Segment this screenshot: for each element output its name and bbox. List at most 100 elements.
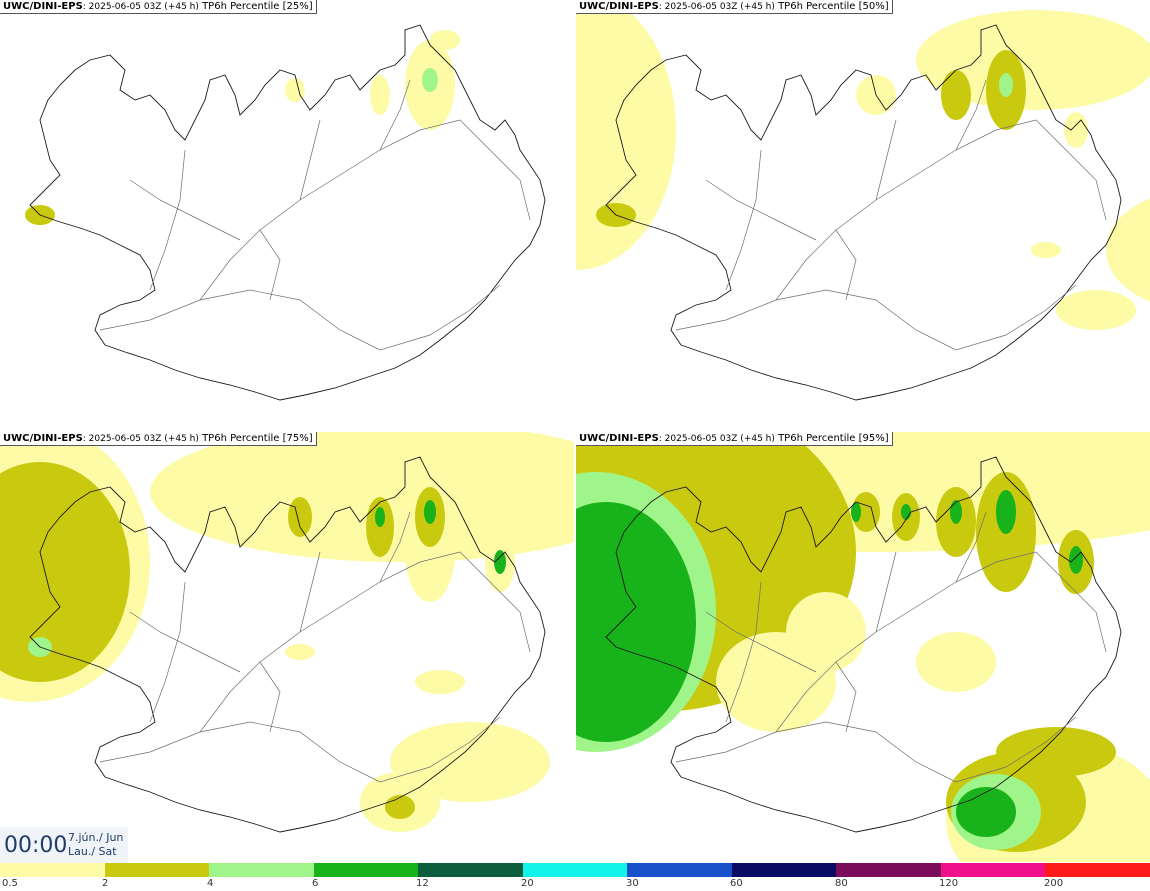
- legend-label: 30: [626, 878, 639, 889]
- parameter-label: TP6h Percentile [95%]: [774, 433, 889, 444]
- road-line: [199, 551, 461, 733]
- precip-map-p95: [576, 432, 1150, 862]
- precip-area: [1031, 242, 1061, 258]
- model-name: UWC/DINI-EPS: [3, 433, 83, 444]
- precip-area: [385, 795, 415, 819]
- precip-area: [285, 78, 305, 102]
- precip-area: [424, 500, 436, 524]
- precip-map-p75: [0, 432, 574, 833]
- precip-area: [576, 502, 696, 742]
- precip-area: [901, 504, 911, 520]
- precip-area: [390, 722, 550, 802]
- panel-title: UWC/DINI-EPS: 2025-06-05 03Z (+45 h) TP6…: [0, 432, 317, 446]
- road-line: [1035, 119, 1107, 221]
- road-line: [675, 284, 1077, 351]
- map-panel-p50: UWC/DINI-EPS: 2025-06-05 03Z (+45 h) TP6…: [576, 0, 1150, 430]
- legend-swatch: [418, 863, 523, 877]
- road-line: [299, 119, 321, 201]
- model-name: UWC/DINI-EPS: [579, 433, 659, 444]
- map-panel-p95: UWC/DINI-EPS: 2025-06-05 03Z (+45 h) TP6…: [576, 432, 1150, 862]
- legend-swatch: [731, 863, 837, 877]
- precip-area: [576, 0, 676, 270]
- precip-area: [150, 432, 574, 562]
- legend-swatch: [627, 863, 732, 877]
- precip-area: [996, 727, 1116, 777]
- road-line: [149, 149, 186, 291]
- precip-area: [786, 592, 866, 672]
- precip-area: [375, 507, 385, 527]
- parameter-label: TP6h Percentile [75%]: [198, 433, 313, 444]
- precip-map-p25: [25, 24, 546, 401]
- road-line: [835, 229, 857, 301]
- valid-time-box: 00:00 7.jún./ Jun Lau./ Sat: [0, 827, 128, 863]
- precip-area: [1056, 290, 1136, 330]
- precip-map-p50: [576, 0, 1150, 401]
- precip-area: [1069, 546, 1083, 574]
- legend-swatch: [313, 863, 419, 877]
- road-line: [705, 611, 817, 673]
- valid-time-dates: 7.jún./ Jun Lau./ Sat: [68, 831, 123, 859]
- precip-area: [996, 490, 1016, 534]
- road-line: [875, 119, 897, 201]
- precip-area: [999, 73, 1013, 97]
- parameter-label: TP6h Percentile [50%]: [774, 1, 889, 12]
- precip-area: [415, 670, 465, 694]
- map-panel-p75: UWC/DINI-EPS: 2025-06-05 03Z (+45 h) TP6…: [0, 432, 574, 862]
- precip-area: [422, 68, 438, 92]
- road-line: [129, 611, 241, 673]
- legend-swatch: [1045, 863, 1150, 877]
- coastline: [605, 24, 1122, 401]
- coastline: [29, 456, 546, 833]
- legend-labels: 0.5 2 4 6 12 20 30 60 80 120 200: [0, 878, 1150, 891]
- road-line: [299, 551, 321, 633]
- legend-label: 4: [207, 878, 214, 889]
- coastline: [29, 24, 546, 401]
- precip-area: [1064, 112, 1088, 148]
- road-line: [199, 119, 461, 301]
- legend-label: 20: [521, 878, 534, 889]
- road-line: [379, 511, 411, 583]
- valid-time-clock: 00:00: [4, 832, 68, 858]
- road-line: [1035, 551, 1107, 653]
- model-name: UWC/DINI-EPS: [579, 1, 659, 12]
- legend-label: 2: [102, 878, 109, 889]
- precip-area: [288, 497, 312, 537]
- road-line: [875, 551, 897, 633]
- road-line: [259, 661, 281, 733]
- road-line: [955, 79, 987, 151]
- precip-area: [956, 787, 1016, 837]
- road-line: [835, 661, 857, 733]
- model-name: UWC/DINI-EPS: [3, 1, 83, 12]
- panel-title: UWC/DINI-EPS: 2025-06-05 03Z (+45 h) TP6…: [0, 0, 317, 14]
- valid-day-line: Lau./ Sat: [68, 845, 117, 858]
- legend-label: 0.5: [2, 878, 18, 889]
- road-line: [725, 581, 762, 723]
- panel-title: UWC/DINI-EPS: 2025-06-05 03Z (+45 h) TP6…: [576, 0, 893, 14]
- road-line: [149, 581, 186, 723]
- road-line: [705, 179, 817, 241]
- precip-area: [285, 644, 315, 660]
- precip-area: [852, 492, 880, 532]
- road-line: [129, 179, 241, 241]
- road-line: [259, 229, 281, 301]
- precip-area: [1106, 198, 1150, 302]
- road-line: [775, 119, 1037, 301]
- road-line: [379, 79, 411, 151]
- precip-area: [916, 632, 996, 692]
- road-line: [99, 716, 501, 783]
- precip-area: [494, 550, 506, 574]
- legend-label: 120: [939, 878, 959, 889]
- legend-swatch: [940, 863, 1046, 877]
- legend-label: 6: [312, 878, 319, 889]
- run-time: : 2025-06-05 03Z (+45 h): [658, 434, 775, 444]
- legend-swatch: [209, 863, 314, 877]
- legend-swatch: [104, 863, 210, 877]
- road-line: [459, 119, 531, 221]
- run-time: : 2025-06-05 03Z (+45 h): [82, 434, 199, 444]
- precip-area: [370, 75, 390, 115]
- road-line: [955, 511, 987, 583]
- legend-label: 12: [416, 878, 429, 889]
- legend-swatch: [836, 863, 941, 877]
- legend-label: 200: [1044, 878, 1064, 889]
- map-panel-p25: UWC/DINI-EPS: 2025-06-05 03Z (+45 h) TP6…: [0, 0, 574, 430]
